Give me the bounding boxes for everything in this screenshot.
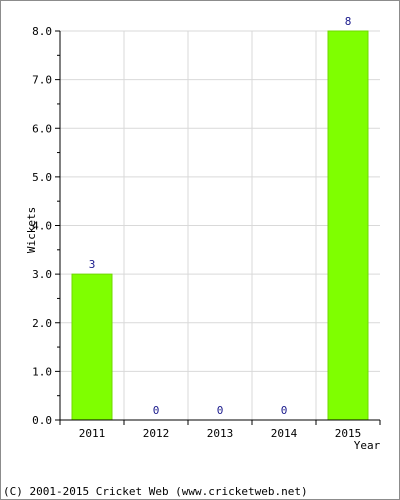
- y-tick-label: 7.0: [32, 74, 52, 87]
- copyright-footer: (C) 2001-2015 Cricket Web (www.cricketwe…: [3, 485, 308, 498]
- y-tick-labels: 0.0 1.0 2.0 3.0 4.0 5.0 6.0 7.0 8.0: [32, 25, 52, 427]
- y-tick-label: 5.0: [32, 171, 52, 184]
- data-label: 0: [217, 404, 224, 417]
- y-tick-label: 6.0: [32, 122, 52, 135]
- x-tick-label: 2015: [335, 427, 362, 440]
- x-tick-labels: 2011 2012 2013 2014 2015: [79, 427, 362, 440]
- gridlines: [60, 30, 380, 420]
- data-label: 3: [89, 258, 96, 271]
- data-label: 0: [281, 404, 288, 417]
- x-axis-label: Year: [354, 439, 381, 452]
- y-tick-label: 2.0: [32, 317, 52, 330]
- y-tick-label: 1.0: [32, 365, 52, 378]
- data-labels: 3 0 0 0 8: [89, 15, 352, 417]
- axes: [55, 30, 381, 425]
- y-tick-label: 4.0: [32, 220, 52, 233]
- x-tick-label: 2014: [271, 427, 298, 440]
- x-tick-label: 2013: [207, 427, 234, 440]
- data-label: 0: [153, 404, 160, 417]
- bar-2011: [71, 273, 113, 421]
- y-tick-label: 8.0: [32, 25, 52, 38]
- y-axis-label: Wickets: [25, 207, 38, 253]
- bars: [71, 30, 369, 421]
- y-tick-label: 3.0: [32, 268, 52, 281]
- bar-2015: [327, 30, 369, 421]
- x-tick-label: 2012: [143, 427, 170, 440]
- x-tick-label: 2011: [79, 427, 106, 440]
- y-tick-label: 0.0: [32, 414, 52, 427]
- data-label: 8: [345, 15, 352, 28]
